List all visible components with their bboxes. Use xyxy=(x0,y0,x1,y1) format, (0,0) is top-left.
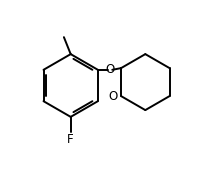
Text: O: O xyxy=(109,90,118,103)
Text: F: F xyxy=(67,133,74,146)
Text: O: O xyxy=(105,63,115,76)
